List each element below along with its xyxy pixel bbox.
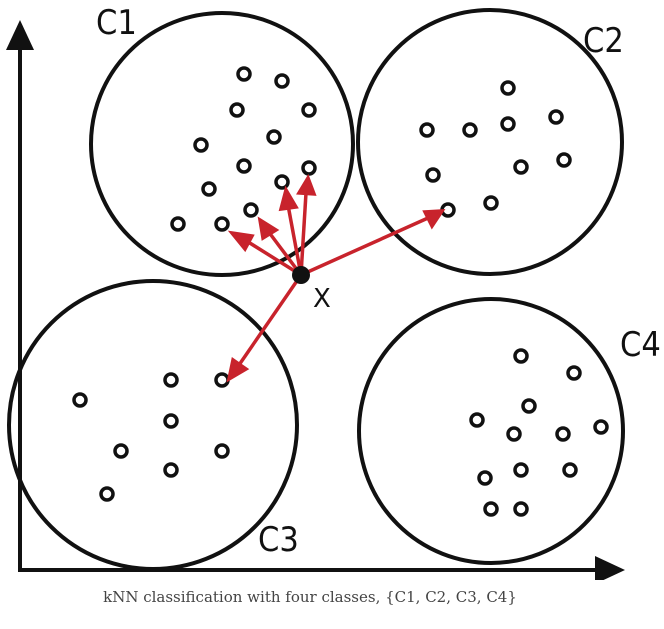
figure-caption: kNN classification with four classes, {C… (103, 588, 517, 606)
data-point (548, 109, 564, 125)
cluster-c2-circle (356, 8, 624, 276)
data-point (163, 462, 179, 478)
data-point (500, 116, 516, 132)
data-point (506, 426, 522, 442)
data-point (483, 501, 499, 517)
data-point (555, 426, 571, 442)
neighbor-arrows (226, 173, 446, 383)
cluster-c4-label: C4 (620, 325, 661, 365)
data-point (513, 348, 529, 364)
cluster-c2-points (419, 80, 572, 218)
cluster-c2-label: C2 (583, 21, 624, 61)
query-point-label: X (313, 284, 331, 314)
data-point (229, 102, 245, 118)
arrow-to-c3-point (226, 274, 303, 383)
data-point (72, 392, 88, 408)
arrow-to-c1-point (278, 185, 303, 276)
x-axis-arrowhead (595, 556, 625, 580)
data-point (193, 137, 209, 153)
data-point (419, 122, 435, 138)
knn-diagram: C1 C2 C3 C4 (6, 3, 661, 580)
data-point (462, 122, 478, 138)
data-point (163, 372, 179, 388)
data-point (214, 443, 230, 459)
data-point (236, 158, 252, 174)
data-point (201, 181, 217, 197)
data-point (500, 80, 516, 96)
data-point (513, 462, 529, 478)
cluster-c3-points (72, 372, 230, 502)
data-point (562, 462, 578, 478)
query-point (292, 266, 310, 284)
data-point (301, 160, 317, 176)
data-point (425, 167, 441, 183)
cluster-c3-label: C3 (258, 520, 299, 560)
cluster-c4-circle (357, 297, 625, 565)
data-point (513, 159, 529, 175)
y-axis-arrowhead (6, 20, 34, 50)
arrow-to-c1-point (227, 230, 302, 277)
arrow-to-c2-point (300, 209, 446, 277)
data-point (477, 470, 493, 486)
data-point (113, 443, 129, 459)
data-point (214, 372, 230, 388)
data-point (469, 412, 485, 428)
data-point (99, 486, 115, 502)
data-point (163, 413, 179, 429)
data-point (521, 398, 537, 414)
cluster-c3-circle (7, 279, 299, 571)
data-point (301, 102, 317, 118)
arrow-to-c1-point (257, 216, 303, 277)
data-point (236, 66, 252, 82)
cluster-circles (7, 8, 625, 571)
arrow-to-c1-point (296, 173, 317, 276)
data-point (243, 202, 259, 218)
data-point (513, 501, 529, 517)
data-point (566, 365, 582, 381)
cluster-c1-circle (89, 11, 355, 277)
data-point (483, 195, 499, 211)
cluster-c4-points (469, 348, 609, 517)
data-point (274, 174, 290, 190)
cluster-c1-points (170, 66, 317, 232)
data-point (266, 129, 282, 145)
data-point (593, 419, 609, 435)
cluster-c1-label: C1 (96, 3, 137, 43)
data-point (556, 152, 572, 168)
data-points (72, 66, 609, 517)
data-point (274, 73, 290, 89)
data-point (214, 216, 230, 232)
data-point (170, 216, 186, 232)
